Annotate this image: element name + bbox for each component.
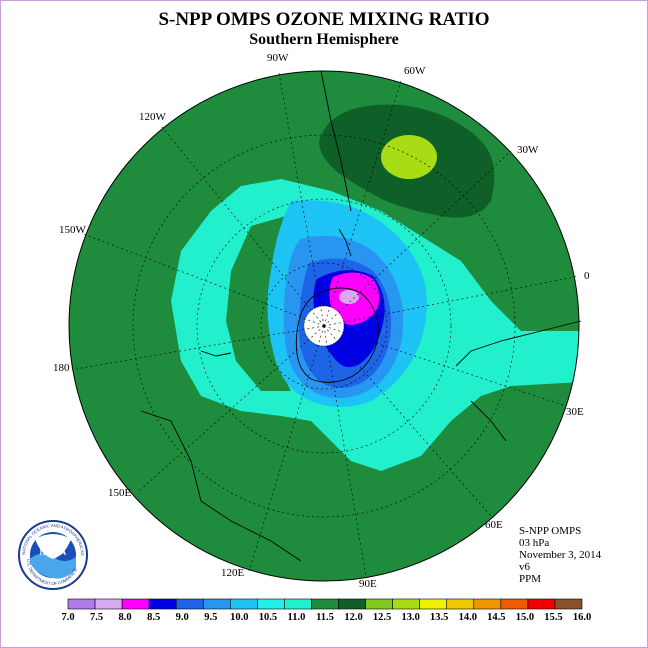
colorbar-tick-label: 11.0 xyxy=(288,612,306,623)
colorbar-swatch xyxy=(94,598,123,610)
main-title: S-NPP OMPS OZONE MIXING RATIO xyxy=(158,9,490,30)
lon-label: 90E xyxy=(359,578,377,590)
colorbar-tick-label: 11.5 xyxy=(316,612,334,623)
subtitle: Southern Hemisphere xyxy=(249,31,399,48)
colorbar-swatch xyxy=(311,598,339,610)
colorbar-tick-label: 15.5 xyxy=(544,612,562,623)
lon-label: 60E xyxy=(485,519,503,531)
colorbar-tick-label: 9.0 xyxy=(176,612,189,623)
info-version: v6 xyxy=(519,561,530,573)
colorbar-tick-label: 7.0 xyxy=(61,612,74,623)
field-12-5 xyxy=(381,135,437,179)
map-border xyxy=(68,70,580,582)
lon-label: 150W xyxy=(59,224,87,236)
colorbar-tick-label: 12.0 xyxy=(344,612,362,623)
lon-label: 120W xyxy=(139,111,167,123)
colorbar-swatch xyxy=(554,598,583,610)
info-level: 03 hPa xyxy=(519,537,550,549)
colorbar-tick-label: 8.0 xyxy=(119,612,132,623)
info-instrument: S-NPP OMPS xyxy=(519,525,582,537)
colorbar-swatch xyxy=(527,598,556,610)
colorbar-tick-label: 13.0 xyxy=(401,612,419,623)
lon-label: 180 xyxy=(53,362,70,374)
colorbar-tick-label: 14.0 xyxy=(459,612,477,623)
colorbar-swatch xyxy=(338,598,366,610)
colorbar-tick-label: 13.5 xyxy=(430,612,448,623)
lon-label: 150E xyxy=(108,487,132,499)
colorbar-swatch xyxy=(121,598,150,610)
field-8-0 xyxy=(339,290,359,304)
noaa-logo: NOAA NATIONAL OCEANIC AND ATMOSPHERIC AD… xyxy=(17,519,88,590)
colorbar: 7.0 7.5 8.0 8.5 9.0 9.5 10.0 10.5 11.0 11.5 12.0 12… xyxy=(61,598,591,623)
colorbar-swatch xyxy=(175,598,204,610)
lon-label: 60W xyxy=(404,65,426,77)
colorbar-swatch xyxy=(365,598,393,610)
colorbar-swatch xyxy=(392,598,420,610)
colorbar-swatch xyxy=(202,598,231,610)
graticule xyxy=(75,72,580,578)
colorbar-tick-label: 12.5 xyxy=(373,612,391,623)
colorbar-swatch xyxy=(473,598,502,610)
coastlines xyxy=(140,70,582,562)
lon-label: 0 xyxy=(584,270,590,282)
lon-label: 30E xyxy=(566,406,584,418)
lon-label: 30W xyxy=(517,144,539,156)
colorbar-swatch xyxy=(284,598,312,610)
colorbar-tick-label: 7.5 xyxy=(90,612,103,623)
logo-wordmark: NOAA xyxy=(40,547,67,557)
colorbar-swatch xyxy=(500,598,529,610)
colorbar-swatch xyxy=(419,598,448,610)
ozone-field xyxy=(69,71,579,581)
colorbar-tick-label: 10.0 xyxy=(230,612,248,623)
colorbar-swatch xyxy=(148,598,177,610)
colorbar-tick-label: 9.5 xyxy=(204,612,217,623)
colorbar-tick-label: 16.0 xyxy=(573,612,591,623)
info-units: PPM xyxy=(519,573,542,585)
colorbar-tick-label: 10.5 xyxy=(259,612,277,623)
colorbar-tick-label: 14.5 xyxy=(487,612,505,623)
colorbar-swatch xyxy=(230,598,258,610)
longitude-labels: 90W 60W 120W 30W 150W 0 180 30E 150E 60E… xyxy=(53,52,590,590)
info-date: November 3, 2014 xyxy=(519,549,602,561)
colorbar-swatch xyxy=(446,598,475,610)
colorbar-tick-label: 15.0 xyxy=(516,612,534,623)
colorbar-swatch xyxy=(67,598,96,610)
colorbar-tick-label: 8.5 xyxy=(147,612,160,623)
lon-label: 120E xyxy=(221,567,245,579)
colorbar-swatch xyxy=(257,598,285,610)
lon-label: 90W xyxy=(267,52,289,64)
